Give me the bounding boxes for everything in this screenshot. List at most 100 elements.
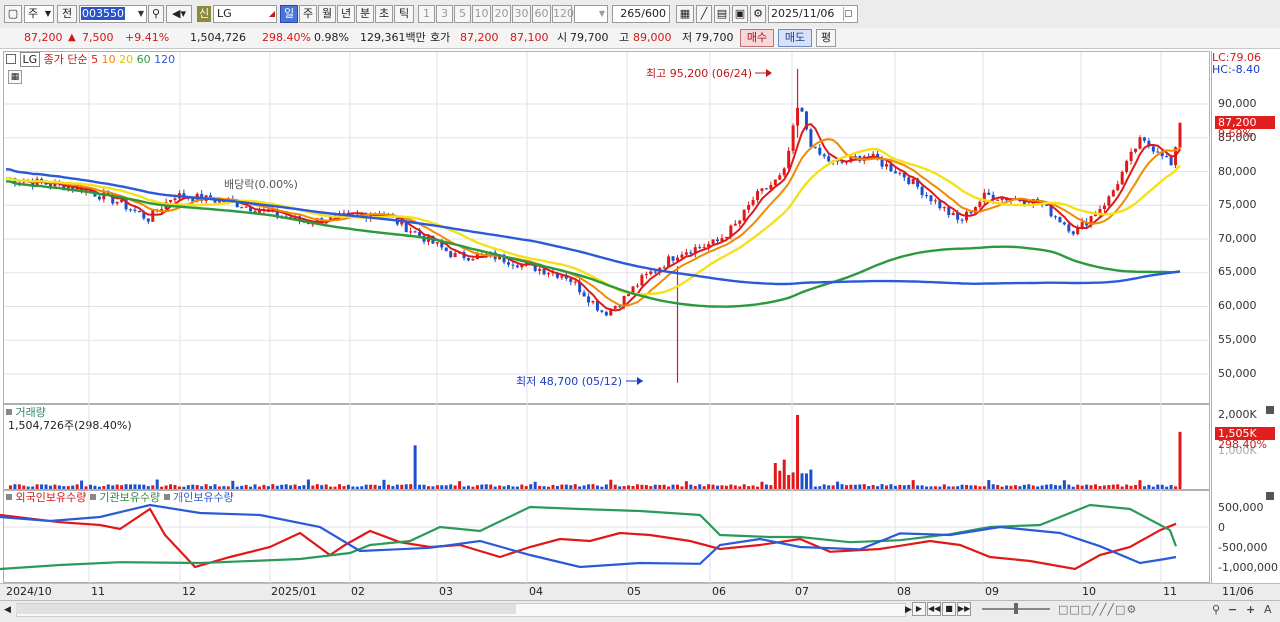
hc-label: HC:-8.40 <box>1212 63 1261 76</box>
holdings-legend: 외국인보유수량 기관보유수량 개인보유수량 <box>6 490 234 506</box>
ma-20: 20 <box>119 53 134 66</box>
holdings-close-icon[interactable] <box>1266 492 1274 500</box>
grid-icon[interactable]: ▤ <box>714 5 730 23</box>
price-change: 7,500 <box>82 31 114 44</box>
tab-period-week[interactable]: 주 <box>299 5 317 23</box>
current-price-chip: 87,200 <box>1215 116 1275 129</box>
stock-badge: 신 <box>197 6 211 22</box>
calculator-icon[interactable]: ▦ <box>8 70 22 84</box>
chart-tools-icon[interactable]: ▦ <box>676 5 694 23</box>
hold-y-500k: 500,000 <box>1218 501 1264 514</box>
main-toolbar: ▢ 주 ▼ 전 003550 ▼ ⚲ ◀▾ 신 LG ◢ 일 주 월 년 분 초 틱 … <box>0 0 1280 29</box>
x-label-end-date: 11/06 <box>1222 585 1254 598</box>
y-label-80000: 80,000 <box>1218 165 1257 178</box>
interval-5[interactable]: 5 <box>454 5 471 23</box>
interval-1[interactable]: 1 <box>418 5 435 23</box>
stock-code-input[interactable]: 003550 ▼ <box>79 5 147 23</box>
volume-close-icon[interactable] <box>1266 406 1274 414</box>
ma-title: 종가 단순 <box>43 53 88 66</box>
volume-y-axis <box>1211 404 1280 490</box>
save-icon[interactable]: ▣ <box>732 5 748 23</box>
gear-icon[interactable]: ⚙ <box>750 5 766 23</box>
stock-name-field[interactable]: LG ◢ <box>213 5 277 23</box>
sell-button[interactable]: 매도 <box>778 29 812 47</box>
bid-price: 87,100 <box>510 31 549 44</box>
x-label-06: 06 <box>712 585 726 598</box>
play-icon[interactable]: ▶ <box>912 602 926 616</box>
zoom-in-icon[interactable]: + <box>1246 603 1256 616</box>
scroll-left-icon[interactable]: ◀ <box>4 605 11 615</box>
quote-label: 호가 <box>430 31 451 44</box>
draw-line-icon[interactable]: ╱ <box>696 5 712 23</box>
buy-button[interactable]: 매수 <box>740 29 774 47</box>
forward-icon[interactable]: ▶▶ <box>957 602 971 616</box>
market-select[interactable]: 주 ▼ <box>24 5 54 23</box>
zoom-search-icon[interactable]: ⚲ <box>1212 603 1221 616</box>
interval-10[interactable]: 10 <box>472 5 491 23</box>
current-pct-label: 9.69% <box>1218 127 1253 140</box>
vol-y-1000k: 1,000K <box>1218 444 1257 457</box>
ticker-label: LG <box>19 52 41 67</box>
font-size-icon[interactable]: A <box>1264 603 1272 616</box>
tab-period-second[interactable]: 초 <box>375 5 393 23</box>
date-field[interactable]: 2025/11/06 ▢ <box>768 5 858 23</box>
foreign-holdings-legend: 외국인보유수량 <box>6 491 86 504</box>
zoom-out-icon[interactable]: − <box>1228 603 1238 616</box>
data-count-field[interactable]: 265/600 <box>612 5 670 23</box>
tab-period-minute[interactable]: 분 <box>356 5 374 23</box>
hold-y-0: 0 <box>1218 521 1225 534</box>
price-y-axis <box>1211 51 1280 404</box>
institution-holdings-legend: 기관보유수량 <box>89 491 160 504</box>
y-label-65000: 65,000 <box>1218 265 1257 278</box>
retail-holdings-legend: 개인보유수량 <box>163 491 234 504</box>
speaker-icon[interactable]: ◀▾ <box>166 5 192 23</box>
quote-status-bar: 87,200 ▲ 7,500 +9.41% 1,504,726 298.40% … <box>0 28 1280 74</box>
x-label-08: 08 <box>897 585 911 598</box>
tab-period-month[interactable]: 월 <box>318 5 336 23</box>
interval-30[interactable]: 30 <box>512 5 531 23</box>
stop-icon[interactable]: ■ <box>942 602 956 616</box>
eval-button[interactable]: 평 <box>816 29 836 47</box>
x-label-11-2025: 11 <box>1163 585 1177 598</box>
chart-tools-icons[interactable]: □□□╱╱╱□⚙ <box>1058 603 1138 616</box>
x-label-09: 09 <box>985 585 999 598</box>
ma-120: 120 <box>154 53 176 66</box>
x-label-03: 03 <box>439 585 453 598</box>
ma-60: 60 <box>136 53 151 66</box>
volume-box-icon <box>6 409 12 415</box>
scroll-right-icon[interactable]: ▶ <box>905 605 912 615</box>
volume-value: 1,504,726 <box>190 31 246 44</box>
window-icon[interactable]: ▢ <box>4 5 22 23</box>
tab-period-tick[interactable]: 틱 <box>394 5 414 23</box>
x-label-05: 05 <box>627 585 641 598</box>
interval-120[interactable]: 120 <box>552 5 574 23</box>
rewind-icon[interactable]: ◀◀ <box>927 602 941 616</box>
x-label-04: 04 <box>529 585 543 598</box>
volume-ratio: 298.40% <box>262 31 311 44</box>
y-label-55000: 55,000 <box>1218 333 1257 346</box>
volume-chip-pct: 298.40% <box>1218 438 1267 451</box>
prev-button[interactable]: 전 <box>57 5 77 23</box>
interval-20[interactable]: 20 <box>492 5 511 23</box>
open-label: 시 <box>557 31 568 44</box>
high-price: 89,000 <box>633 31 672 44</box>
price-chart-panel[interactable] <box>3 51 1210 404</box>
speed-slider-thumb[interactable] <box>1014 603 1018 614</box>
holdings-y-axis <box>1211 490 1280 583</box>
scroll-thumb[interactable] <box>16 604 516 614</box>
interval-select[interactable]: ▼ <box>574 5 608 23</box>
legend-box-icon <box>6 54 16 64</box>
up-arrow-icon: ▲ <box>68 32 76 43</box>
x-label-2025-01: 2025/01 <box>271 585 317 598</box>
tab-period-day[interactable]: 일 <box>280 5 298 23</box>
vol-y-2000k: 2,000K <box>1218 408 1257 421</box>
y-label-90000: 90,000 <box>1218 97 1257 110</box>
volume-panel[interactable] <box>3 404 1210 490</box>
interval-3[interactable]: 3 <box>436 5 453 23</box>
interval-60[interactable]: 60 <box>532 5 551 23</box>
y-label-50000: 50,000 <box>1218 367 1257 380</box>
tab-period-year[interactable]: 년 <box>337 5 355 23</box>
search-icon[interactable]: ⚲ <box>148 5 164 23</box>
x-axis <box>0 583 1280 601</box>
volume-chip: 1,505K <box>1215 427 1275 440</box>
